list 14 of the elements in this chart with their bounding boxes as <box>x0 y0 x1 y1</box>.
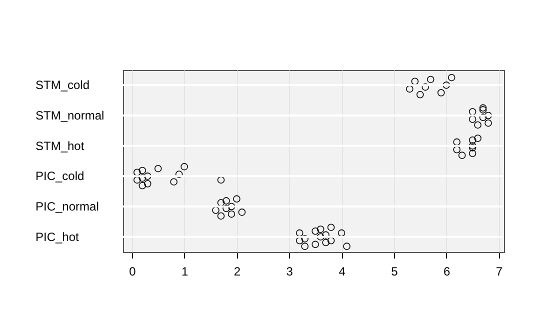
x-tick-label: 7 <box>496 264 503 278</box>
x-tick-label: 4 <box>338 264 346 278</box>
x-tick-label: 5 <box>391 264 398 278</box>
x-tick-label: 6 <box>444 264 451 278</box>
y-tick-label: PIC_normal <box>36 200 99 214</box>
y-tick-label: PIC_cold <box>36 169 84 184</box>
y-tick-label: STM_normal <box>36 108 104 122</box>
y-tick-label: PIC_hot <box>36 230 80 244</box>
y-tick-label: STM_hot <box>36 138 85 153</box>
x-tick-label: 0 <box>129 264 136 278</box>
x-tick-label: 3 <box>286 264 294 278</box>
x-tick-label: 2 <box>234 264 241 278</box>
y-tick-label: STM_cold <box>36 78 90 92</box>
x-tick-label: 1 <box>181 264 188 278</box>
